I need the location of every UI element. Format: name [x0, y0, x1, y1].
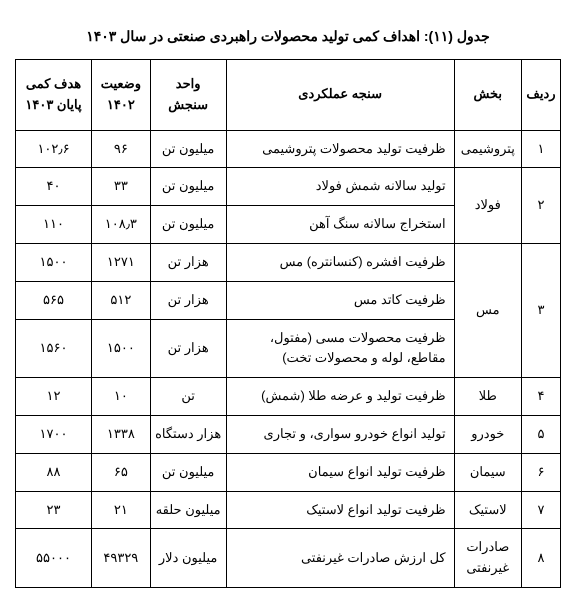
cell-bakhsh: خودرو [454, 415, 521, 453]
header-radif: ردیف [521, 60, 560, 131]
cell-vahed: میلیون دلار [150, 529, 226, 588]
header-hadaf: هدف کمی پایان ۱۴۰۳ [16, 60, 92, 131]
cell-vahed: هزار تن [150, 281, 226, 319]
cell-hadaf: ۱۵۰۰ [16, 243, 92, 281]
cell-radif: ۳ [521, 243, 560, 377]
cell-hadaf: ۱۰۲٫۶ [16, 130, 92, 168]
cell-bakhsh: پتروشیمی [454, 130, 521, 168]
cell-vaziat: ۵۱۲ [92, 281, 151, 319]
cell-radif: ۱ [521, 130, 560, 168]
cell-radif: ۵ [521, 415, 560, 453]
header-vaziat: وضعیت ۱۴۰۲ [92, 60, 151, 131]
cell-vaziat: ۱۵۰۰ [92, 319, 151, 378]
table-title: جدول (۱۱): اهداف کمی تولید محصولات راهبر… [15, 28, 561, 45]
cell-hadaf: ۸۸ [16, 453, 92, 491]
cell-vaziat: ۱۳۳۸ [92, 415, 151, 453]
cell-bakhsh: لاستیک [454, 491, 521, 529]
table-row: ۱ پتروشیمی ظرفیت تولید محصولات پتروشیمی … [16, 130, 561, 168]
cell-sanjeh: ظرفیت افشره (کنسانتره) مس [226, 243, 454, 281]
cell-sanjeh: ظرفیت تولید انواع لاستیک [226, 491, 454, 529]
cell-radif: ۶ [521, 453, 560, 491]
cell-vaziat: ۱۲۷۱ [92, 243, 151, 281]
cell-radif: ۴ [521, 378, 560, 416]
table-row: ۳ مس ظرفیت افشره (کنسانتره) مس هزار تن ۱… [16, 243, 561, 281]
cell-hadaf: ۲۳ [16, 491, 92, 529]
cell-bakhsh: مس [454, 243, 521, 377]
table-row: ۶ سیمان ظرفیت تولید انواع سیمان میلیون ت… [16, 453, 561, 491]
cell-vaziat: ۲۱ [92, 491, 151, 529]
cell-sanjeh: ظرفیت تولید محصولات پتروشیمی [226, 130, 454, 168]
cell-bakhsh: فولاد [454, 168, 521, 244]
header-sanjeh: سنجه عملکردی [226, 60, 454, 131]
cell-vaziat: ۶۵ [92, 453, 151, 491]
table-row: ۵ خودرو تولید انواع خودرو سواری، و تجاری… [16, 415, 561, 453]
cell-hadaf: ۵۶۵ [16, 281, 92, 319]
cell-vahed: میلیون تن [150, 168, 226, 206]
cell-sanjeh: تولید انواع خودرو سواری، و تجاری [226, 415, 454, 453]
cell-sanjeh: ظرفیت کاتد مس [226, 281, 454, 319]
cell-hadaf: ۱۱۰ [16, 206, 92, 244]
cell-hadaf: ۱۷۰۰ [16, 415, 92, 453]
cell-radif: ۲ [521, 168, 560, 244]
cell-vaziat: ۴۹۳۲۹ [92, 529, 151, 588]
cell-sanjeh: ظرفیت تولید انواع سیمان [226, 453, 454, 491]
cell-hadaf: ۱۵۶۰ [16, 319, 92, 378]
cell-vaziat: ۳۳ [92, 168, 151, 206]
cell-sanjeh: ظرفیت محصولات مسی (مفتول، مقاطع، لوله و … [226, 319, 454, 378]
cell-bakhsh: سیمان [454, 453, 521, 491]
data-table: ردیف بخش سنجه عملکردی واحد سنجش وضعیت ۱۴… [15, 59, 561, 588]
cell-vaziat: ۱۰ [92, 378, 151, 416]
cell-hadaf: ۱۲ [16, 378, 92, 416]
cell-hadaf: ۴۰ [16, 168, 92, 206]
cell-vaziat: ۱۰۸٫۳ [92, 206, 151, 244]
cell-radif: ۸ [521, 529, 560, 588]
cell-hadaf: ۵۵۰۰۰ [16, 529, 92, 588]
cell-vahed: میلیون حلقه [150, 491, 226, 529]
cell-vahed: هزار تن [150, 243, 226, 281]
cell-sanjeh: استخراج سالانه سنگ آهن [226, 206, 454, 244]
header-bakhsh: بخش [454, 60, 521, 131]
cell-vahed: هزار تن [150, 319, 226, 378]
cell-vaziat: ۹۶ [92, 130, 151, 168]
cell-sanjeh: تولید سالانه شمش فولاد [226, 168, 454, 206]
cell-vahed: تن [150, 378, 226, 416]
table-row: ۴ طلا ظرفیت تولید و عرضه طلا (شمش) تن ۱۰… [16, 378, 561, 416]
cell-sanjeh: کل ارزش صادرات غیرنفتی [226, 529, 454, 588]
cell-vahed: میلیون تن [150, 453, 226, 491]
header-row: ردیف بخش سنجه عملکردی واحد سنجش وضعیت ۱۴… [16, 60, 561, 131]
cell-vahed: میلیون تن [150, 130, 226, 168]
cell-bakhsh: صادرات غیرنفتی [454, 529, 521, 588]
cell-bakhsh: طلا [454, 378, 521, 416]
table-row: ۲ فولاد تولید سالانه شمش فولاد میلیون تن… [16, 168, 561, 206]
header-vahed: واحد سنجش [150, 60, 226, 131]
cell-vahed: میلیون تن [150, 206, 226, 244]
cell-vahed: هزار دستگاه [150, 415, 226, 453]
cell-radif: ۷ [521, 491, 560, 529]
table-row: ۸ صادرات غیرنفتی کل ارزش صادرات غیرنفتی … [16, 529, 561, 588]
cell-sanjeh: ظرفیت تولید و عرضه طلا (شمش) [226, 378, 454, 416]
table-row: ۷ لاستیک ظرفیت تولید انواع لاستیک میلیون… [16, 491, 561, 529]
